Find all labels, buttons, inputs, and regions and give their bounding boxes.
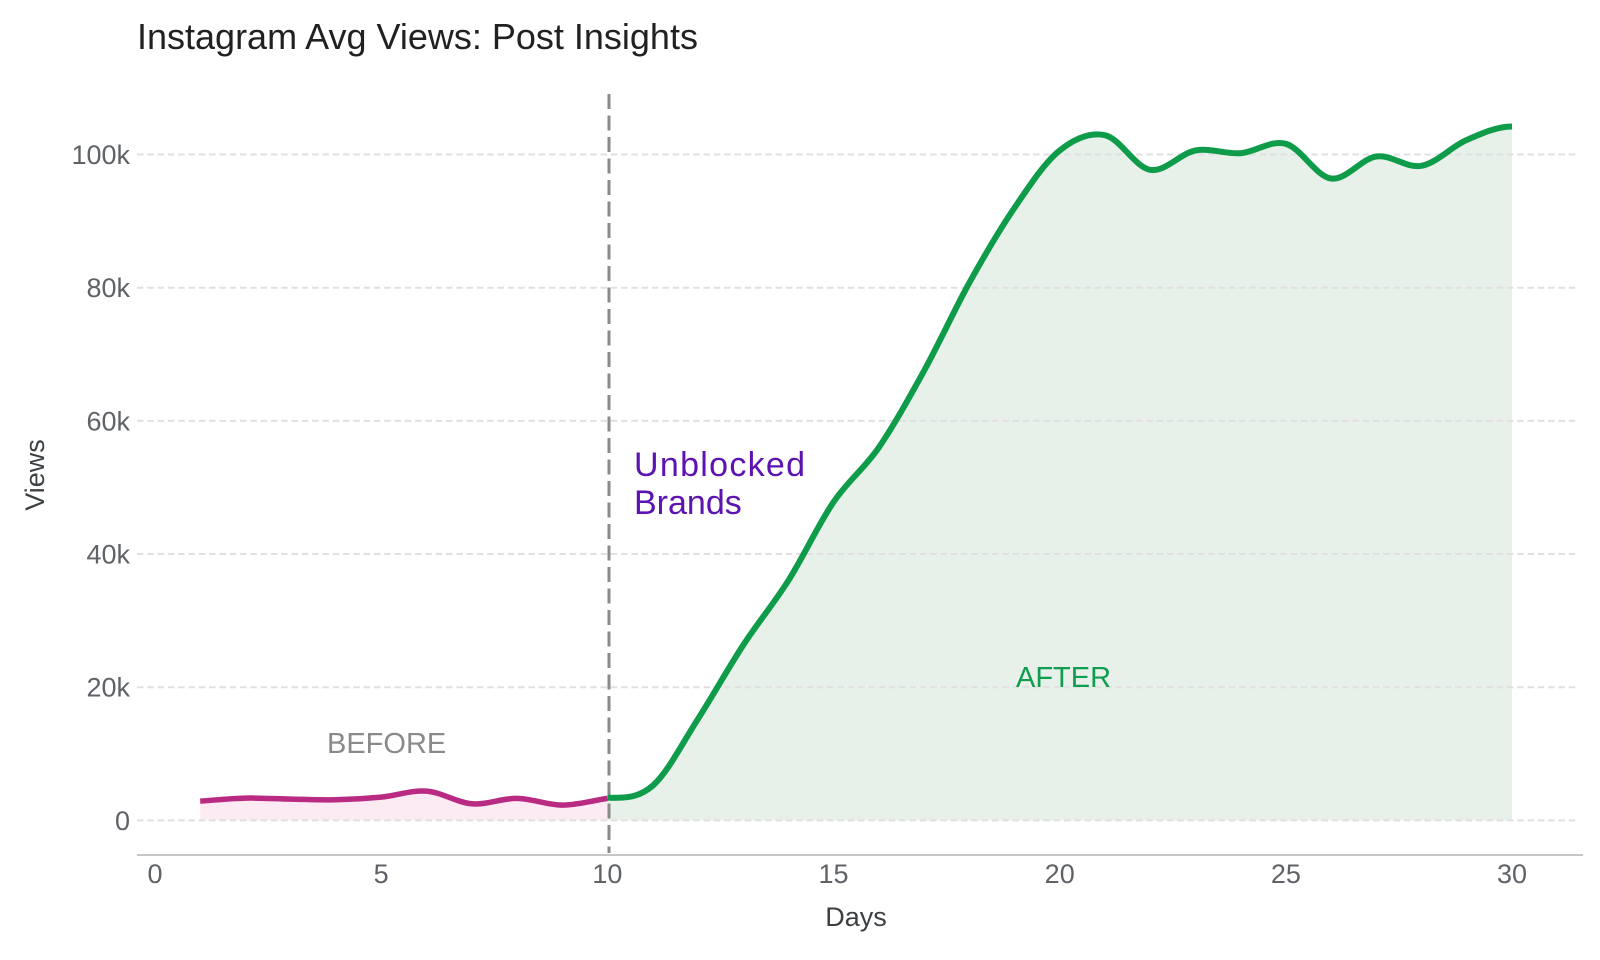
svg-text:BEFORE: BEFORE (327, 728, 446, 760)
svg-text:20: 20 (1045, 859, 1075, 889)
svg-text:Views: Views (20, 439, 50, 511)
svg-text:30: 30 (1497, 859, 1527, 889)
svg-text:0: 0 (147, 859, 162, 889)
svg-text:20k: 20k (86, 673, 130, 703)
svg-text:25: 25 (1271, 859, 1301, 889)
svg-text:100k: 100k (71, 140, 130, 170)
svg-text:Unblocked: Unblocked (634, 446, 806, 484)
svg-text:40k: 40k (86, 540, 130, 570)
svg-text:10: 10 (592, 859, 622, 889)
svg-text:80k: 80k (86, 273, 130, 303)
svg-text:Brands: Brands (634, 484, 742, 522)
svg-text:5: 5 (374, 859, 389, 889)
svg-text:AFTER: AFTER (1016, 662, 1111, 694)
svg-text:Instagram Avg Views: Post Insi: Instagram Avg Views: Post Insights (137, 16, 698, 57)
svg-text:0: 0 (115, 806, 130, 836)
svg-text:Days: Days (825, 902, 887, 932)
svg-text:15: 15 (818, 859, 848, 889)
svg-text:60k: 60k (86, 406, 130, 436)
